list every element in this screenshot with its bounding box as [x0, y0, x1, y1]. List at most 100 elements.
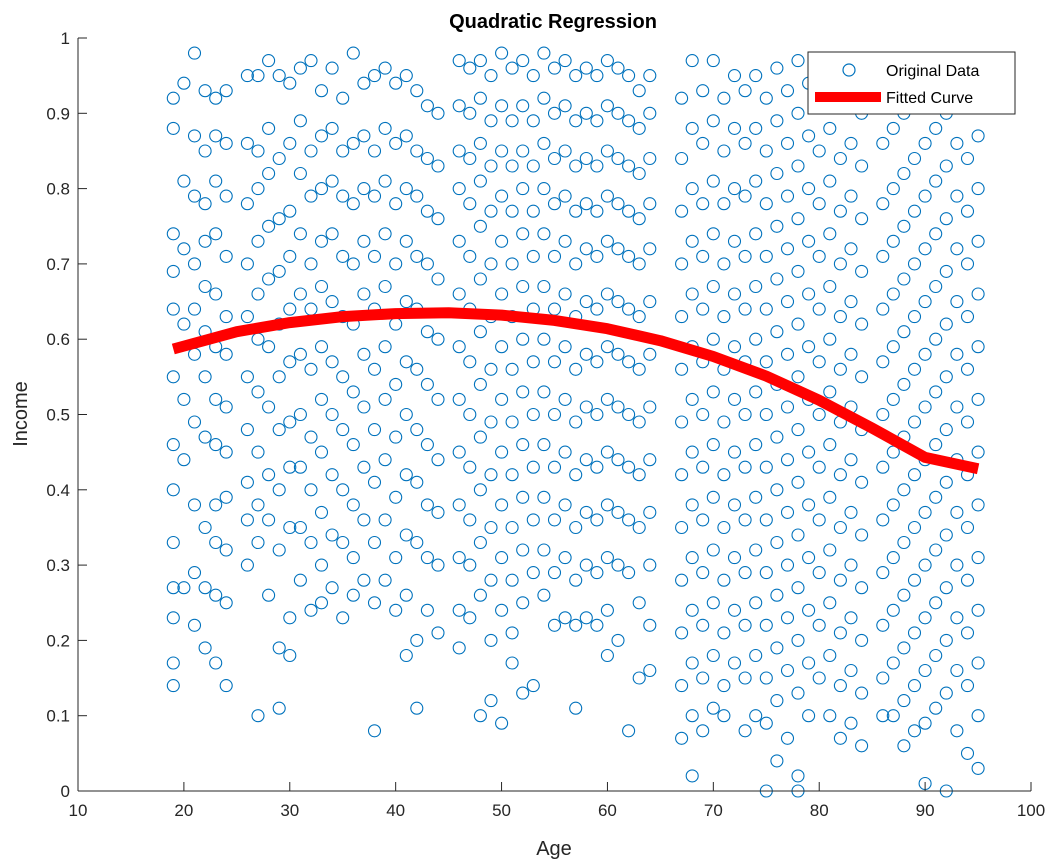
data-point — [547, 197, 562, 211]
data-point — [876, 513, 890, 527]
data-point — [907, 573, 922, 587]
data-point — [622, 566, 636, 580]
data-point — [950, 663, 964, 678]
data-point — [484, 468, 498, 482]
data-point — [558, 287, 572, 301]
data-point — [823, 543, 837, 557]
data-point — [600, 54, 614, 68]
data-point — [971, 551, 985, 565]
data-point — [749, 69, 763, 83]
data-point — [537, 490, 551, 504]
data-point — [886, 445, 900, 459]
x-tick-label: 10 — [69, 801, 88, 820]
data-point — [346, 385, 360, 399]
data-point — [410, 84, 424, 98]
data-point — [897, 588, 911, 602]
data-point — [759, 302, 773, 316]
data-point — [802, 656, 816, 670]
data-point — [166, 438, 180, 452]
data-point — [918, 505, 932, 519]
data-point — [399, 234, 413, 248]
data-point — [918, 611, 932, 625]
data-point — [791, 686, 805, 700]
data-point — [876, 709, 890, 723]
data-point — [876, 302, 890, 316]
data-point — [897, 325, 911, 339]
data-point — [516, 332, 530, 346]
data-point — [399, 468, 413, 482]
data-point — [590, 159, 604, 173]
data-point — [876, 460, 890, 474]
data-point — [198, 370, 212, 384]
data-point — [240, 558, 254, 572]
x-tick-label: 60 — [598, 801, 617, 820]
data-point — [314, 596, 329, 610]
data-point — [960, 679, 975, 693]
data-point — [293, 460, 307, 474]
data-point — [473, 377, 487, 391]
data-point — [579, 611, 593, 625]
data-point — [389, 490, 403, 504]
data-point — [272, 543, 286, 557]
legend-marker-original-data — [842, 63, 856, 77]
data-point — [463, 106, 477, 120]
data-point — [675, 151, 689, 166]
data-point — [537, 438, 551, 452]
data-point — [293, 573, 307, 587]
data-point — [314, 234, 329, 248]
data-point — [960, 746, 975, 760]
data-point — [569, 362, 583, 376]
data-point — [907, 362, 922, 376]
data-point — [812, 671, 826, 685]
data-point — [685, 498, 699, 512]
data-point — [823, 490, 837, 504]
data-point — [389, 551, 403, 565]
data-point — [844, 558, 858, 572]
data-point — [907, 151, 922, 166]
data-point — [367, 69, 382, 83]
data-point — [579, 558, 593, 572]
data-point — [452, 99, 466, 113]
data-point — [600, 498, 614, 512]
data-point — [950, 189, 964, 203]
data-point — [696, 249, 710, 263]
data-point — [897, 483, 911, 497]
data-point — [749, 648, 763, 663]
data-point — [696, 302, 710, 316]
data-point — [929, 174, 943, 188]
data-point — [526, 114, 540, 128]
data-point — [325, 174, 339, 188]
data-point — [876, 618, 890, 632]
data-point — [643, 69, 657, 83]
data-point — [484, 114, 498, 128]
data-point — [240, 310, 254, 324]
data-point — [685, 234, 699, 248]
data-point — [547, 618, 562, 632]
data-point — [939, 317, 953, 331]
y-axis-label: Income — [10, 381, 32, 447]
data-point — [272, 69, 286, 83]
data-point — [473, 174, 487, 188]
data-point — [558, 551, 572, 565]
data-point — [177, 174, 191, 188]
data-point — [791, 159, 805, 173]
data-point — [177, 581, 191, 595]
data-point — [452, 54, 466, 68]
data-point — [685, 287, 699, 301]
data-point — [886, 234, 900, 248]
data-point — [283, 136, 297, 150]
data-point — [272, 264, 286, 278]
scatter-series — [166, 46, 985, 798]
data-point — [643, 453, 657, 467]
data-point — [643, 400, 657, 414]
data-point — [780, 400, 795, 414]
data-point — [876, 671, 890, 685]
data-point — [452, 498, 466, 512]
data-point — [325, 295, 339, 309]
data-point — [495, 189, 509, 203]
data-point — [484, 69, 498, 83]
data-point — [738, 724, 752, 738]
data-point — [971, 234, 985, 248]
data-point — [855, 528, 869, 542]
data-point — [293, 61, 307, 75]
